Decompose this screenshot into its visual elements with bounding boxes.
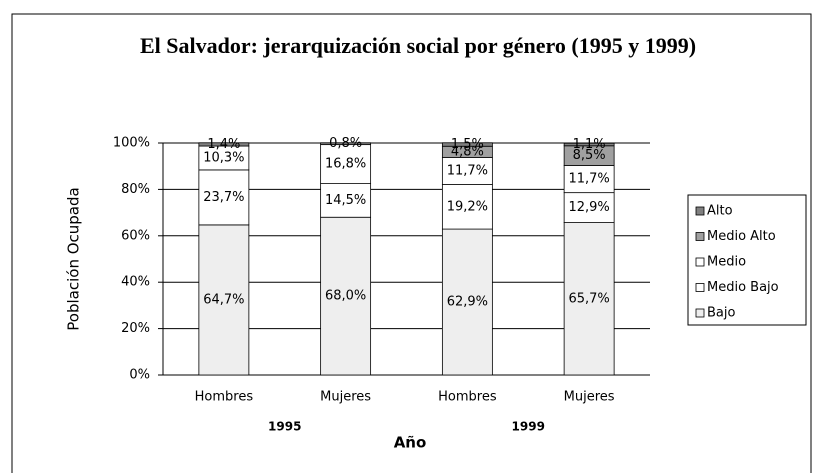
y-tick-label: 0%: [129, 368, 150, 383]
data-label: 23,7%: [203, 190, 244, 205]
x-tick-label: Mujeres: [564, 390, 615, 405]
data-label: 16,8%: [325, 157, 366, 172]
frame: [11, 13, 812, 473]
bar-segment: [441, 142, 493, 147]
data-label: 4,8%: [451, 144, 484, 159]
legend-swatch: [695, 206, 705, 216]
y-tick-label: 20%: [121, 321, 150, 336]
bar-segment: [563, 165, 615, 194]
group-label: 1995: [268, 420, 301, 434]
data-label: 62,9%: [447, 295, 488, 310]
legend-label: Medio Bajo: [707, 280, 779, 295]
bar-segment: [320, 144, 372, 184]
bar-segment: [563, 222, 615, 376]
group-label: 1999: [512, 420, 545, 434]
bar-segment: [563, 142, 615, 147]
y-tick-label: 40%: [121, 275, 150, 290]
data-label: 1,4%: [207, 137, 240, 152]
data-label: 11,7%: [568, 172, 609, 187]
x-tick-label: Hombres: [195, 390, 254, 405]
data-label: 68,0%: [325, 289, 366, 304]
bar-segment: [441, 184, 493, 230]
data-label: 65,7%: [568, 291, 609, 306]
y-tick-label: 60%: [121, 228, 150, 243]
bar-segment: [198, 142, 250, 147]
x-axis-title: Año: [394, 434, 427, 452]
bar-segment: [320, 142, 372, 146]
y-tick-label: 80%: [121, 182, 150, 197]
data-label: 0,8%: [329, 136, 362, 151]
bar-segment: [320, 216, 372, 376]
x-tick-label: Hombres: [438, 390, 497, 405]
y-axis-title: Población Ocupada: [65, 187, 83, 330]
legend-label: Medio: [707, 255, 746, 270]
legend-swatch: [695, 283, 705, 292]
data-label: 11,7%: [447, 163, 488, 178]
bar-segment: [198, 169, 250, 226]
legend-swatch: [695, 257, 705, 267]
legend-swatch: [695, 308, 705, 318]
legend: [687, 194, 807, 326]
y-tick-label: 100%: [113, 136, 150, 151]
data-label: 1,1%: [573, 137, 606, 152]
bar-segment: [198, 224, 250, 376]
data-label: 1,5%: [451, 137, 484, 152]
legend-label: Alto: [707, 204, 733, 219]
chart-title: El Salvador: jerarquización social por g…: [140, 33, 696, 58]
data-label: 19,2%: [447, 199, 488, 214]
x-tick-label: Mujeres: [320, 390, 371, 405]
bar-segment: [441, 228, 493, 376]
data-label: 14,5%: [325, 193, 366, 208]
legend-swatch: [695, 232, 705, 241]
data-label: 64,7%: [203, 292, 244, 307]
legend-label: Medio Alto: [707, 229, 776, 244]
data-label: 10,3%: [203, 150, 244, 165]
bar-segment: [320, 183, 372, 218]
data-label: 8,5%: [573, 148, 606, 163]
data-label: 12,9%: [568, 200, 609, 215]
legend-label: Bajo: [707, 306, 735, 321]
